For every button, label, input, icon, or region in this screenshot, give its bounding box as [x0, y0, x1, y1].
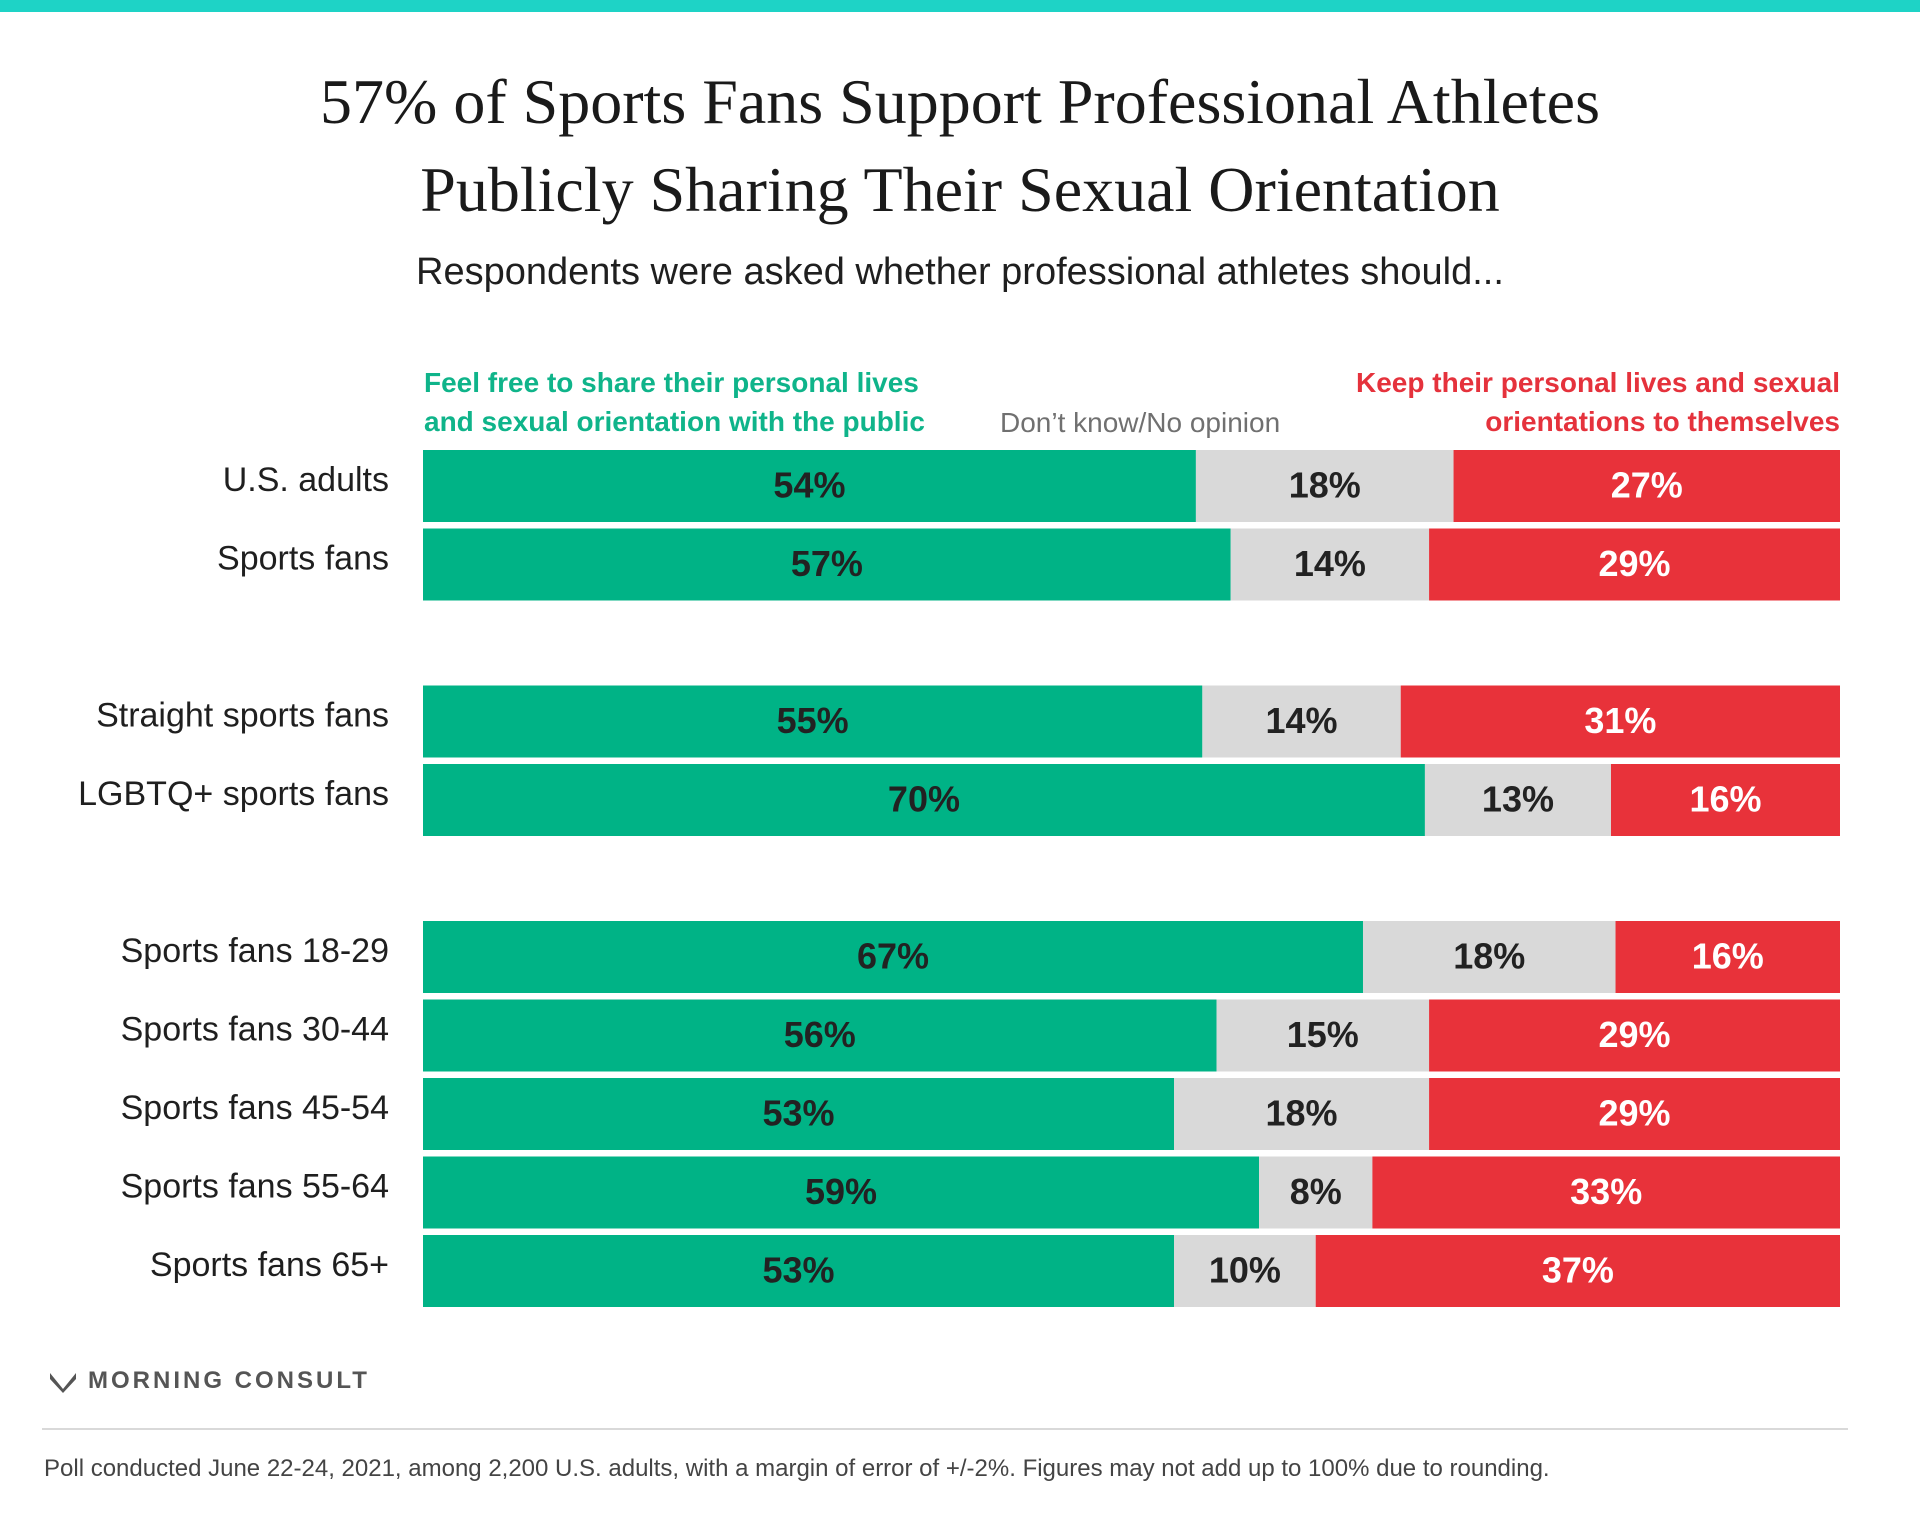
data-label-share-sports-fans-30-44: 56% [784, 1014, 856, 1055]
bar-no-opinion-u-s-adults [1195, 450, 1454, 522]
data-label-keep-private-sports-fans-55-64: 33% [1570, 1171, 1642, 1212]
accent-rule [0, 0, 1920, 12]
data-label-keep-private-sports-fans-45-54: 29% [1599, 1093, 1671, 1134]
bar-keep-private-sports-fans-45-54 [1429, 1078, 1840, 1150]
data-label-keep-private-lgbtq-sports-fans: 16% [1689, 779, 1761, 820]
bar-keep-private-straight-sports-fans [1400, 685, 1840, 758]
data-label-no-opinion-sports-fans-45-54: 18% [1266, 1093, 1338, 1134]
legend-share: Feel free to share their personal lives … [424, 363, 925, 441]
bar-share-sports-fans-55-64 [423, 1156, 1260, 1229]
morning-consult-logo-icon [50, 1373, 76, 1393]
bar-keep-private-sports-fans-18-29 [1615, 921, 1840, 993]
brand-name: MORNING CONSULT [88, 1367, 370, 1394]
bar-keep-private-u-s-adults [1453, 450, 1840, 522]
footer-divider [42, 1428, 1848, 1430]
legend-keep-line-1: Keep their personal lives and sexual [1356, 367, 1840, 398]
data-label-no-opinion-u-s-adults: 18% [1289, 465, 1361, 506]
bar-no-opinion-lgbtq-sports-fans [1424, 764, 1611, 836]
bar-keep-private-sports-fans-65 [1315, 1235, 1840, 1307]
bar-share-straight-sports-fans [423, 685, 1203, 758]
data-label-keep-private-u-s-adults: 27% [1611, 465, 1683, 506]
chart-title: 57% of Sports Fans Support Professional … [0, 58, 1920, 234]
bar-keep-private-lgbtq-sports-fans [1610, 764, 1840, 836]
bar-no-opinion-sports-fans-65 [1174, 1235, 1316, 1307]
bar-no-opinion-sports-fans [1230, 528, 1430, 601]
title-line-2: Publicly Sharing Their Sexual Orientatio… [420, 154, 1500, 225]
data-label-no-opinion-lgbtq-sports-fans: 13% [1482, 779, 1554, 820]
data-label-no-opinion-sports-fans-18-29: 18% [1453, 936, 1525, 977]
data-label-keep-private-sports-fans: 29% [1599, 543, 1671, 584]
category-label-lgbtq-sports-fans: LGBTQ+ sports fans [78, 775, 389, 813]
category-label-sports-fans-30-44: Sports fans 30-44 [121, 1010, 389, 1048]
bar-keep-private-sports-fans-55-64 [1372, 1156, 1840, 1229]
category-label-sports-fans-45-54: Sports fans 45-54 [121, 1089, 389, 1127]
data-label-share-u-s-adults: 54% [773, 465, 845, 506]
bar-share-lgbtq-sports-fans [423, 764, 1425, 836]
bar-no-opinion-sports-fans-30-44 [1216, 999, 1430, 1072]
legend-keep-private: Keep their personal lives and sexual ori… [1356, 363, 1840, 441]
data-label-share-sports-fans-45-54: 53% [762, 1093, 834, 1134]
data-label-keep-private-straight-sports-fans: 31% [1584, 700, 1656, 741]
category-label-straight-sports-fans: Straight sports fans [96, 696, 389, 734]
bar-no-opinion-sports-fans-55-64 [1259, 1156, 1373, 1229]
data-label-no-opinion-straight-sports-fans: 14% [1266, 700, 1338, 741]
bar-share-sports-fans-30-44 [423, 999, 1217, 1072]
data-label-share-sports-fans-55-64: 59% [805, 1171, 877, 1212]
data-label-share-sports-fans-65: 53% [762, 1250, 834, 1291]
data-label-keep-private-sports-fans-18-29: 16% [1692, 936, 1764, 977]
bar-no-opinion-straight-sports-fans [1202, 685, 1401, 758]
bar-share-sports-fans-18-29 [423, 921, 1363, 993]
legend-share-line-1: Feel free to share their personal lives [424, 367, 919, 398]
chart-subtitle: Respondents were asked whether professio… [416, 251, 1504, 293]
data-label-share-sports-fans-18-29: 67% [857, 936, 929, 977]
bar-no-opinion-sports-fans-18-29 [1362, 921, 1616, 993]
data-label-no-opinion-sports-fans-30-44: 15% [1287, 1014, 1359, 1055]
bar-keep-private-sports-fans [1429, 528, 1840, 601]
data-label-share-straight-sports-fans: 55% [777, 700, 849, 741]
brand-logo: MORNING CONSULT [48, 1366, 370, 1396]
bar-share-sports-fans [423, 528, 1231, 601]
title-line-1: 57% of Sports Fans Support Professional … [320, 66, 1600, 137]
data-label-keep-private-sports-fans-30-44: 29% [1599, 1014, 1671, 1055]
bar-no-opinion-sports-fans-45-54 [1174, 1078, 1430, 1150]
data-label-share-lgbtq-sports-fans: 70% [888, 779, 960, 820]
data-label-no-opinion-sports-fans-65: 10% [1209, 1250, 1281, 1291]
data-label-no-opinion-sports-fans: 14% [1294, 543, 1366, 584]
data-label-no-opinion-sports-fans-55-64: 8% [1290, 1171, 1342, 1212]
category-label-u-s-adults: U.S. adults [223, 461, 389, 499]
category-label-sports-fans-55-64: Sports fans 55-64 [121, 1167, 389, 1205]
legend-keep-line-2: orientations to themselves [1485, 406, 1840, 437]
data-label-share-sports-fans: 57% [791, 543, 863, 584]
category-label-sports-fans-65: Sports fans 65+ [150, 1246, 389, 1284]
category-label-sports-fans: Sports fans [217, 539, 389, 577]
bar-share-sports-fans-45-54 [423, 1078, 1175, 1150]
legend-share-line-2: and sexual orientation with the public [424, 406, 925, 437]
footnote: Poll conducted June 22-24, 2021, among 2… [44, 1455, 1550, 1482]
category-label-sports-fans-18-29: Sports fans 18-29 [121, 932, 389, 970]
bar-share-sports-fans-65 [423, 1235, 1175, 1307]
bar-keep-private-sports-fans-30-44 [1429, 999, 1840, 1072]
legend-no-opinion: Don’t know/No opinion [1000, 407, 1281, 438]
data-label-keep-private-sports-fans-65: 37% [1542, 1250, 1614, 1291]
bar-share-u-s-adults [423, 450, 1196, 522]
